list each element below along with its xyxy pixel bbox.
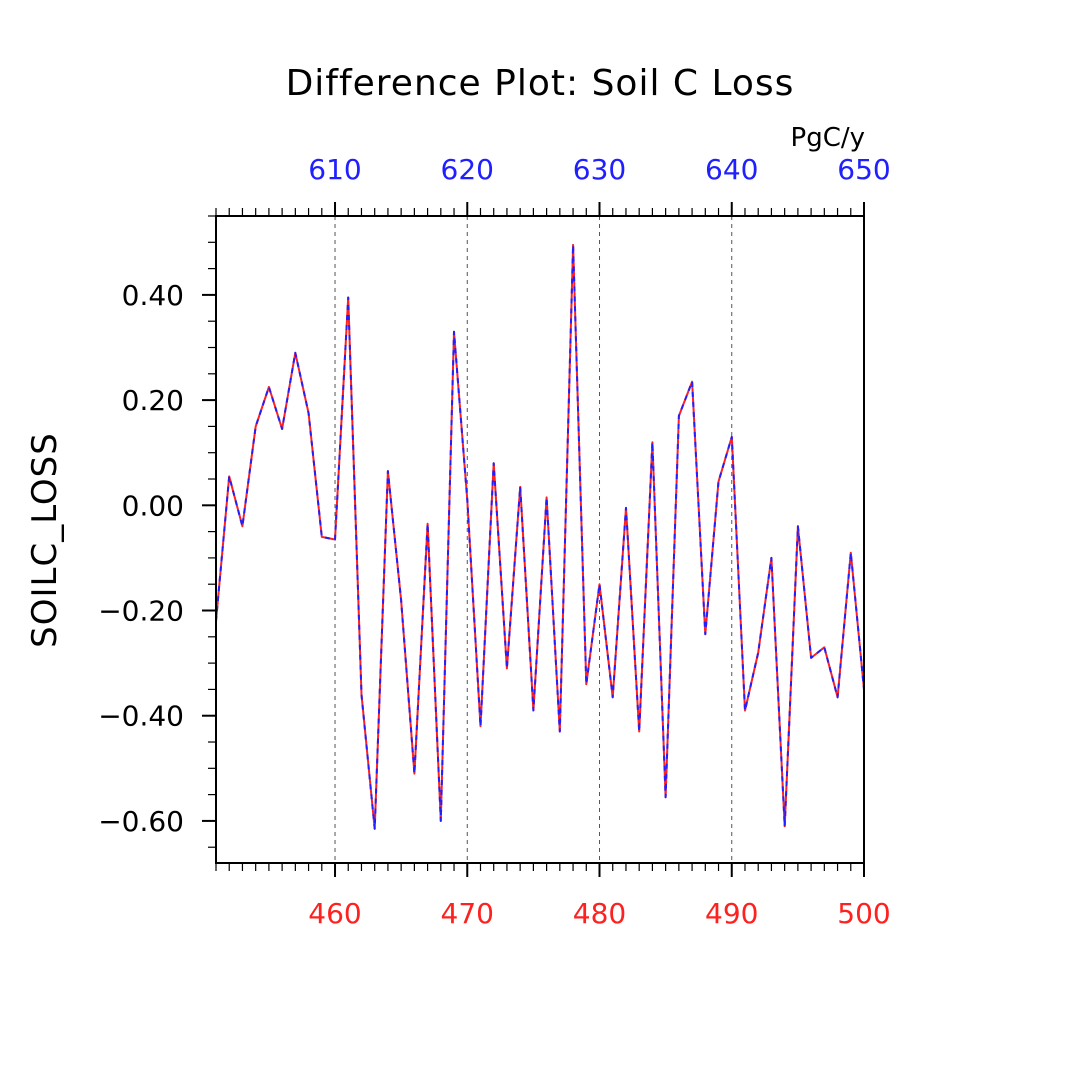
y-axis-label: SOILC_LOSS	[25, 432, 65, 648]
y-tick-label: −0.40	[98, 700, 184, 733]
x-tick-label-top: 620	[441, 153, 494, 186]
y-tick-label: −0.20	[98, 595, 184, 628]
x-tick-label-bottom: 480	[573, 897, 626, 930]
series-line-red	[215, 243, 865, 830]
x-tick-label-bottom: 460	[308, 897, 361, 930]
x-tick-label-bottom: 490	[705, 897, 758, 930]
series-line-blue	[215, 243, 865, 830]
axis-ticks	[202, 202, 865, 877]
x-tick-label-top: 640	[705, 153, 758, 186]
x-tick-label-top: 650	[837, 153, 890, 186]
tick-labels: 0.40 0.20 0.00 −0.20 −0.40 −0.60 460 470 480 490 5…	[98, 153, 891, 930]
y-tick-label: 0.40	[122, 279, 184, 312]
units-label: PgC/y	[791, 123, 865, 153]
y-tick-label: −0.60	[98, 805, 184, 838]
y-tick-label: 0.20	[122, 384, 184, 417]
x-tick-label-bottom: 500	[837, 897, 890, 930]
series-group	[215, 243, 865, 830]
y-tick-label: 0.00	[122, 489, 184, 522]
x-tick-label-top: 630	[573, 153, 626, 186]
plot-frame	[215, 215, 865, 864]
chart-title: Difference Plot: Soil C Loss	[286, 63, 795, 104]
x-tick-label-bottom: 470	[441, 897, 494, 930]
x-tick-label-top: 610	[308, 153, 361, 186]
